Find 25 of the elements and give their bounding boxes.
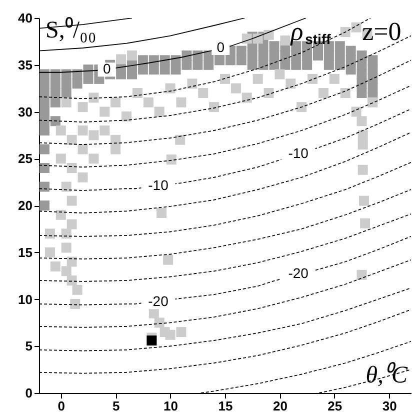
- y-tick-label: 35: [18, 57, 32, 72]
- point: [146, 336, 157, 346]
- annotation: -20: [148, 293, 169, 310]
- y-tick-label: 5: [25, 338, 32, 354]
- annotation: -10: [148, 176, 169, 193]
- y-tick-label: 15: [18, 244, 32, 260]
- y-tick-label: 10: [18, 292, 32, 307]
- y-tick-label: 30: [18, 104, 32, 120]
- x-tick-label: 5: [112, 398, 120, 414]
- y-axis-title: S,⁰/₀₀: [46, 16, 96, 44]
- x-tick-label: 30: [382, 398, 397, 414]
- x-tick-label: 0: [58, 398, 65, 414]
- annotation: 0: [102, 60, 111, 77]
- annotation: -20: [288, 264, 309, 281]
- annotation: -10: [288, 144, 309, 161]
- annotation: 0: [216, 39, 225, 55]
- x-tick-label: 15: [218, 398, 233, 414]
- annotation: z=0: [362, 17, 402, 46]
- y-tick-label: 0: [25, 386, 32, 400]
- x-tick-label: 25: [328, 398, 342, 414]
- y-tick-label: 20: [18, 198, 32, 213]
- y-tick-label: 40: [18, 10, 32, 26]
- y-tick-label: 25: [18, 151, 32, 166]
- x-tick-label: 20: [272, 398, 288, 414]
- x-tick-label: 10: [164, 398, 178, 414]
